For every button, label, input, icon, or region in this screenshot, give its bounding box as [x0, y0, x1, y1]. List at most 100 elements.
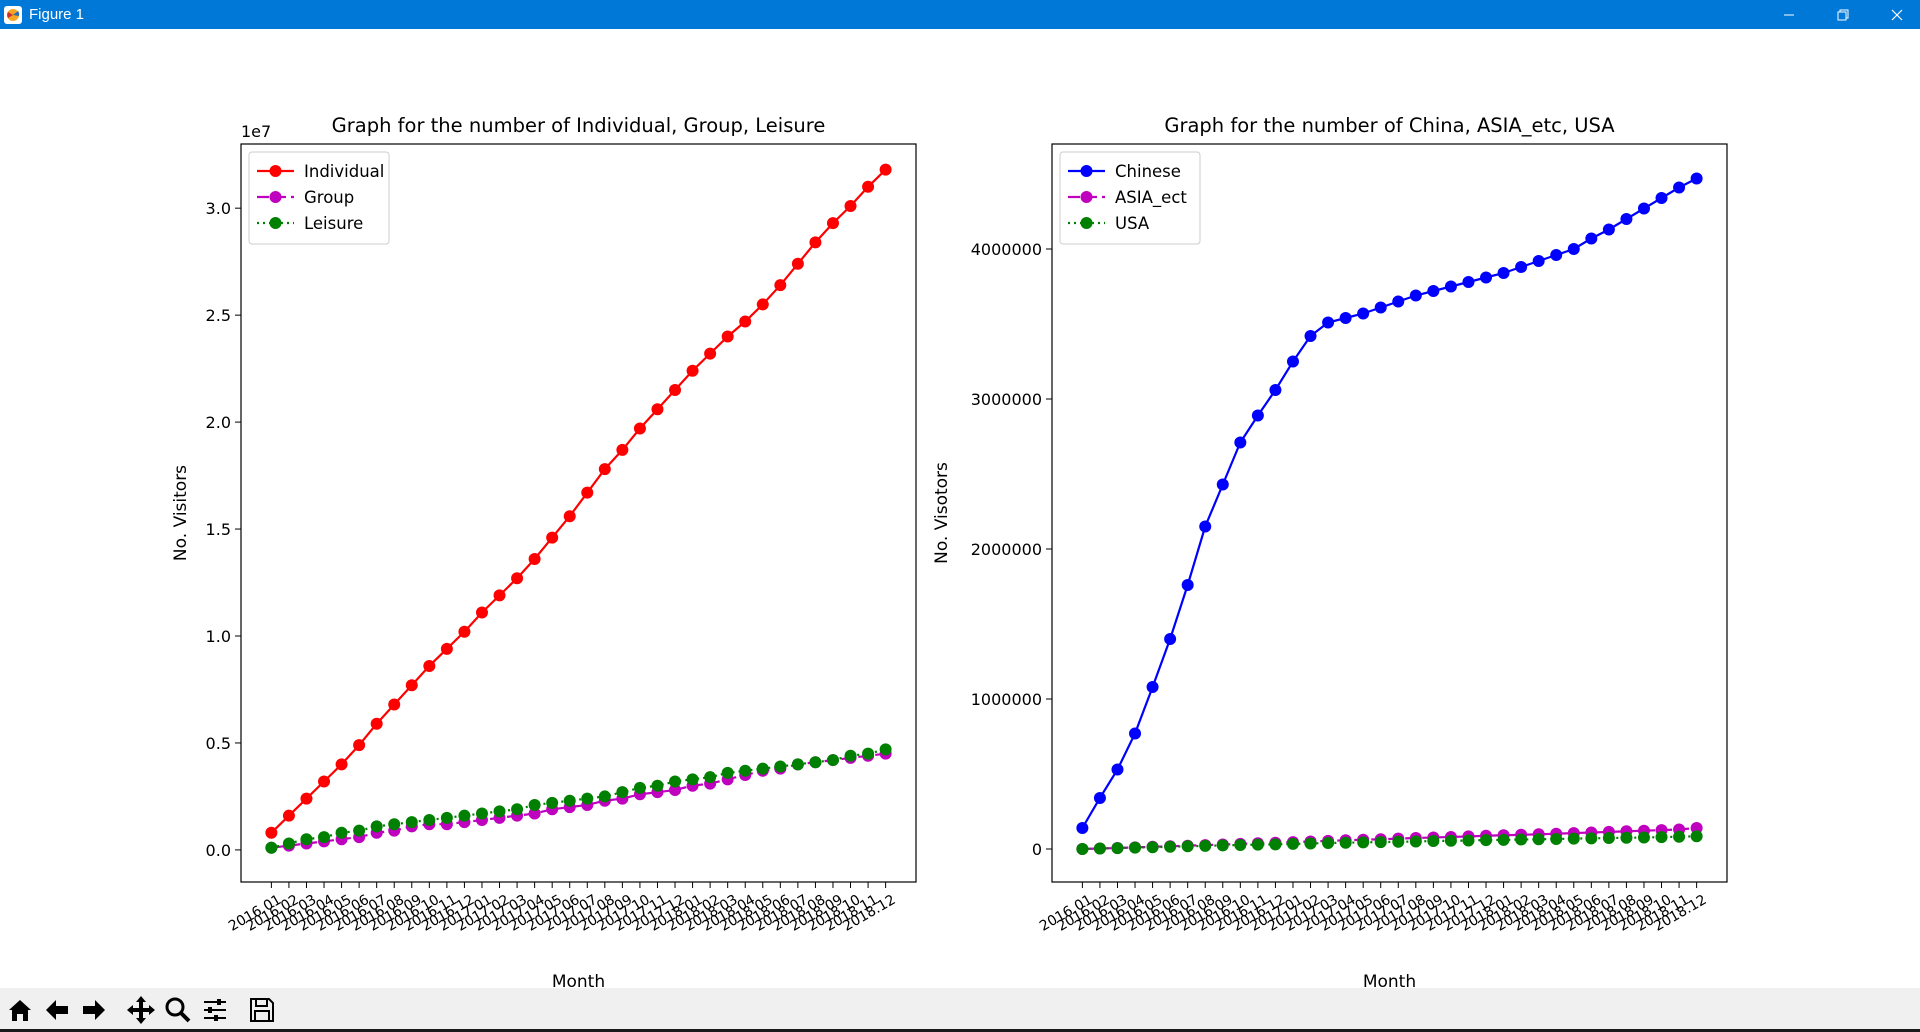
data-point: [511, 572, 524, 585]
y-tick-label: 0.0: [206, 841, 231, 860]
data-point: [1234, 436, 1247, 449]
data-point: [669, 384, 682, 396]
data-point: [1374, 836, 1387, 849]
minimize-button[interactable]: [1766, 0, 1812, 29]
data-point: [1409, 835, 1422, 848]
home-button[interactable]: [3, 993, 37, 1027]
data-point: [388, 698, 401, 711]
data-point: [1462, 834, 1475, 847]
save-icon: [250, 998, 274, 1022]
data-point: [1427, 285, 1440, 297]
data-point: [1286, 355, 1299, 368]
data-point: [1146, 841, 1159, 854]
data-point: [739, 764, 752, 777]
back-arrow-icon: [46, 1000, 68, 1020]
data-point: [598, 463, 611, 476]
matplotlib-icon: [4, 5, 22, 24]
data-point: [1567, 243, 1580, 255]
data-point: [335, 758, 348, 771]
data-point: [1655, 192, 1668, 204]
minimize-icon: [1784, 14, 1794, 15]
zoom-icon: [165, 997, 191, 1023]
data-point: [721, 766, 734, 779]
data-point: [1585, 832, 1598, 845]
configure-subplots-icon: [204, 999, 226, 1021]
data-point: [1515, 833, 1528, 846]
data-point: [756, 762, 769, 775]
legend: Individual Group Leisure: [248, 151, 390, 245]
chart-title: Graph for the number of Individual, Grou…: [332, 114, 826, 137]
data-point: [1286, 837, 1299, 850]
data-point: [440, 811, 453, 824]
data-point: [1216, 839, 1229, 852]
data-point: [440, 642, 453, 655]
data-point: [756, 298, 769, 311]
data-point: [1111, 842, 1124, 855]
data-point: [405, 679, 418, 692]
data-point: [616, 786, 629, 799]
data-point: [1357, 307, 1370, 320]
configure-subplots-button[interactable]: [198, 993, 232, 1027]
figure-svg: Graph for the number of Individual, Grou…: [171, 114, 1728, 992]
data-point: [353, 739, 366, 752]
data-point: [844, 749, 857, 762]
data-point: [1251, 838, 1264, 851]
zoom-button[interactable]: [161, 993, 195, 1027]
y-tick-label: 1.5: [206, 520, 231, 539]
data-point: [879, 163, 892, 176]
window-controls: [1758, 0, 1920, 29]
y-tick-label: 1.0: [206, 627, 231, 646]
figure-canvas[interactable]: Graph for the number of Individual, Grou…: [0, 29, 1920, 992]
data-point: [1602, 223, 1615, 236]
close-button[interactable]: [1874, 0, 1920, 29]
data-point: [265, 826, 278, 839]
data-point: [1427, 835, 1440, 848]
data-point: [1444, 834, 1457, 847]
data-point: [809, 236, 822, 249]
restore-icon: [1837, 9, 1849, 20]
legend-marker: [1080, 191, 1093, 203]
data-point: [1550, 832, 1563, 845]
home-icon: [9, 1000, 31, 1021]
data-point: [1602, 832, 1615, 845]
data-point: [651, 779, 664, 792]
navigation-toolbar: [0, 988, 1920, 1032]
data-point: [1374, 301, 1387, 314]
save-button[interactable]: [245, 993, 279, 1027]
data-point: [1673, 181, 1686, 194]
data-point: [1673, 830, 1686, 843]
forward-button[interactable]: [77, 993, 111, 1027]
pan-button[interactable]: [124, 993, 158, 1027]
data-point: [844, 200, 857, 213]
y-tick-label: 1000000: [971, 690, 1042, 709]
y-tick-label: 0.5: [206, 734, 231, 753]
data-point: [458, 625, 471, 638]
restore-button[interactable]: [1820, 0, 1866, 29]
data-point: [1339, 836, 1352, 849]
data-point: [1392, 295, 1405, 308]
data-point: [405, 816, 418, 829]
y-tick-label: 3.0: [206, 199, 231, 218]
back-button[interactable]: [40, 993, 74, 1027]
chart-title: Graph for the number of China, ASIA_etc,…: [1164, 114, 1615, 137]
y-tick-label: 0: [1032, 840, 1042, 859]
data-point: [1550, 249, 1563, 261]
data-point: [1567, 832, 1580, 845]
data-point: [528, 552, 541, 565]
data-point: [1339, 312, 1352, 324]
data-point: [1497, 833, 1510, 846]
data-point: [1181, 579, 1194, 591]
data-point: [791, 257, 804, 270]
data-point: [423, 659, 436, 672]
pan-icon: [127, 996, 155, 1024]
x-axis-label: Month: [1363, 972, 1416, 988]
data-point: [704, 771, 717, 784]
data-point: [669, 784, 682, 797]
y-offset-text: 1e7: [241, 122, 271, 141]
data-point: [1129, 841, 1142, 854]
data-point: [1216, 478, 1229, 491]
data-point: [1164, 840, 1177, 853]
data-point: [1251, 409, 1264, 422]
data-point: [563, 510, 576, 523]
data-point: [686, 773, 699, 786]
